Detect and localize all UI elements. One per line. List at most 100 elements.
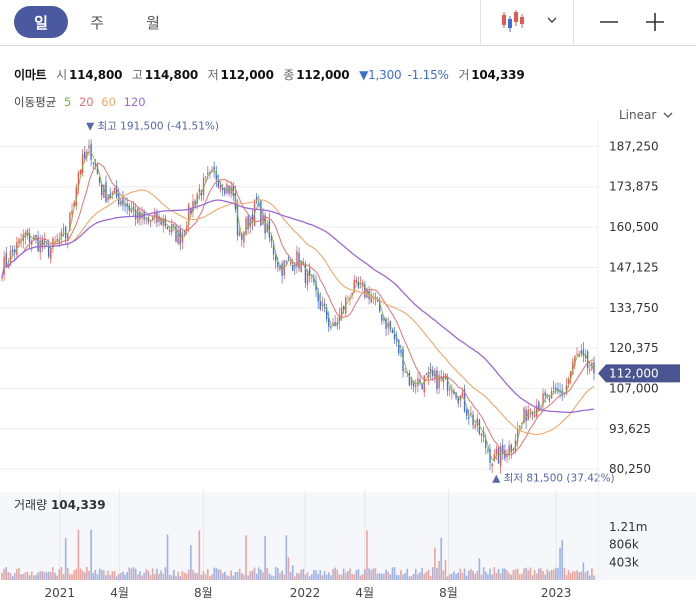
volume-bar (211, 574, 213, 580)
scale-dropdown[interactable]: Linear (619, 108, 674, 122)
volume-bar (412, 573, 415, 580)
candle-body (28, 233, 31, 243)
volume-bar (43, 572, 46, 580)
candle-body (330, 325, 332, 328)
volume-bar (200, 574, 203, 580)
volume-bar (251, 570, 254, 580)
volume-bar (302, 568, 305, 580)
price-tick-label: 80,250 (609, 462, 651, 476)
candle-body (529, 409, 532, 411)
candle-body (291, 265, 294, 271)
volume-bar (162, 573, 165, 580)
volume-bar (306, 572, 309, 580)
candlestick-chart-icon (502, 10, 524, 32)
candle-body (67, 234, 69, 241)
volume-bar (243, 574, 245, 580)
candle-body (580, 350, 582, 353)
volume-bar (465, 575, 468, 580)
candle-body (275, 255, 277, 262)
volume-tick-label: 1.21m (609, 520, 647, 534)
candle-body (289, 262, 292, 264)
volume-bar (115, 576, 118, 580)
change-percent: -1.15% (407, 68, 449, 82)
volume-bar (319, 570, 322, 580)
volume-bar (240, 573, 243, 580)
candle-body (395, 337, 398, 340)
volume-bar (491, 574, 493, 580)
volume-bar (578, 572, 580, 580)
candle-body (538, 401, 540, 412)
volume-bar (54, 572, 56, 580)
candle-body (188, 204, 190, 225)
candle-body (582, 349, 585, 356)
volume-bar (387, 571, 389, 580)
zoom-in-button[interactable] (642, 8, 670, 36)
candle-body (251, 214, 254, 223)
chart-type-dropdown[interactable] (542, 10, 562, 30)
candle-body (54, 241, 56, 243)
candle-body (283, 260, 285, 276)
volume-bar (253, 567, 256, 580)
candle-body (90, 143, 92, 160)
volume-bar (168, 574, 171, 580)
tab-monthly[interactable]: 월 (146, 13, 160, 32)
candle-body (149, 221, 152, 223)
volume-bar (527, 570, 530, 580)
volume-bar (347, 571, 349, 580)
volume-bar (540, 568, 542, 580)
candle-body (260, 199, 262, 226)
volume-bar (406, 568, 409, 580)
volume-bar (497, 568, 500, 580)
candle-body (364, 284, 366, 298)
volume-bar (109, 575, 112, 580)
candle-body (230, 185, 232, 195)
candle-body (5, 253, 7, 267)
candle-body (419, 379, 421, 383)
candle-body (52, 238, 54, 246)
candle-body (3, 256, 5, 275)
time-tick-label: 8월 (194, 586, 213, 600)
candle-body (151, 217, 154, 220)
volume-bar (11, 576, 14, 580)
volume-bar (66, 568, 69, 580)
candle-body (533, 414, 536, 417)
candle-body (378, 299, 381, 312)
candle-body (315, 281, 317, 291)
volume-bar (438, 560, 440, 580)
volume-bar (16, 568, 18, 580)
candle-body (232, 185, 234, 196)
volume-bar (510, 574, 513, 580)
candle-body (502, 445, 504, 453)
ma-period-20[interactable]: 20 (78, 95, 94, 109)
volume-bar (187, 569, 190, 580)
candle-body (421, 383, 423, 390)
price-tick-label: 93,625 (609, 422, 651, 436)
candle-body (236, 206, 239, 236)
ma-period-60[interactable]: 60 (101, 95, 116, 109)
volume-bar (88, 570, 90, 580)
volume-bar (571, 571, 574, 580)
volume-bar (308, 576, 311, 580)
chart-type-button[interactable] (496, 6, 534, 38)
candle-body (132, 206, 135, 210)
volume-bar (523, 568, 525, 580)
volume-bar (136, 574, 139, 580)
tab-daily[interactable]: 일 (14, 6, 68, 38)
volume-bar (24, 572, 27, 580)
zoom-out-button[interactable] (596, 8, 624, 36)
volume-bar (423, 573, 426, 580)
tab-weekly[interactable]: 주 (90, 13, 104, 32)
volume-bar (92, 572, 95, 580)
volume-bar (310, 574, 313, 580)
candle-body (342, 306, 345, 311)
volume-bar (342, 568, 345, 580)
moving-average-legend: 이동평균 5 20 60 120 (14, 94, 150, 110)
ma-period-5[interactable]: 5 (63, 95, 72, 109)
candle-body (470, 412, 472, 415)
candle-body (279, 265, 281, 271)
volume-panel-bg (0, 492, 696, 580)
ma-period-120[interactable]: 120 (123, 95, 146, 109)
candle-body (306, 270, 309, 285)
volume-bar (196, 573, 199, 580)
